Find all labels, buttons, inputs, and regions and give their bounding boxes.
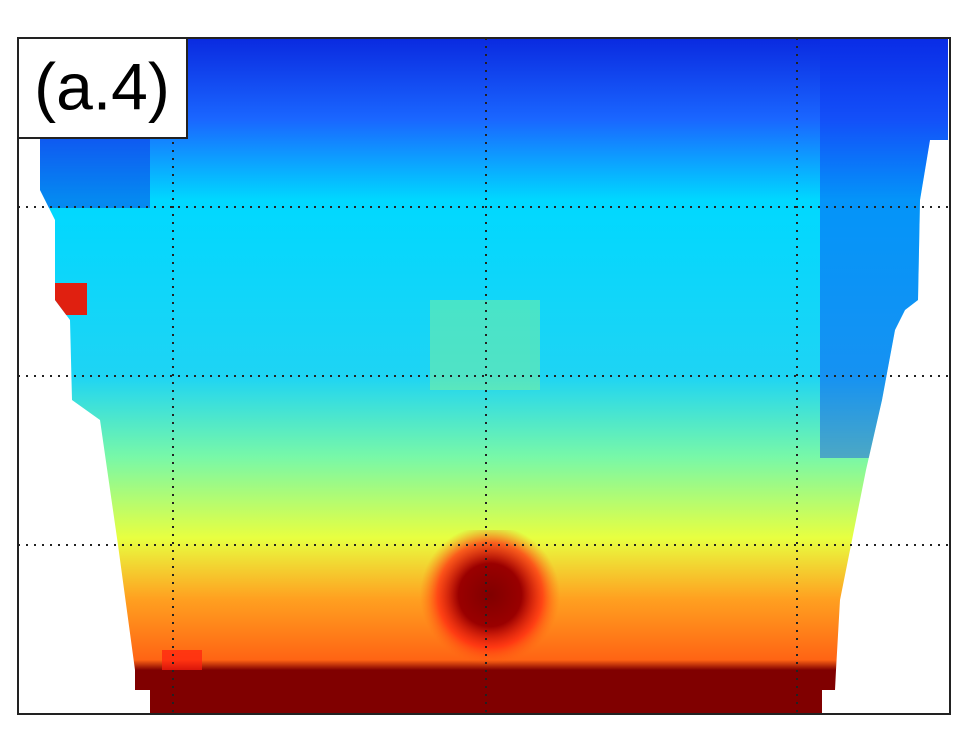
grid xyxy=(18,38,950,714)
plot-frame xyxy=(17,37,951,715)
heatmap-hotspot xyxy=(420,530,560,670)
heatmap-patch xyxy=(820,38,948,458)
heatmap-patch xyxy=(162,650,202,670)
panel-label: (a.4) xyxy=(34,49,170,123)
label-box xyxy=(17,37,188,139)
heatmap-patch xyxy=(55,283,87,315)
